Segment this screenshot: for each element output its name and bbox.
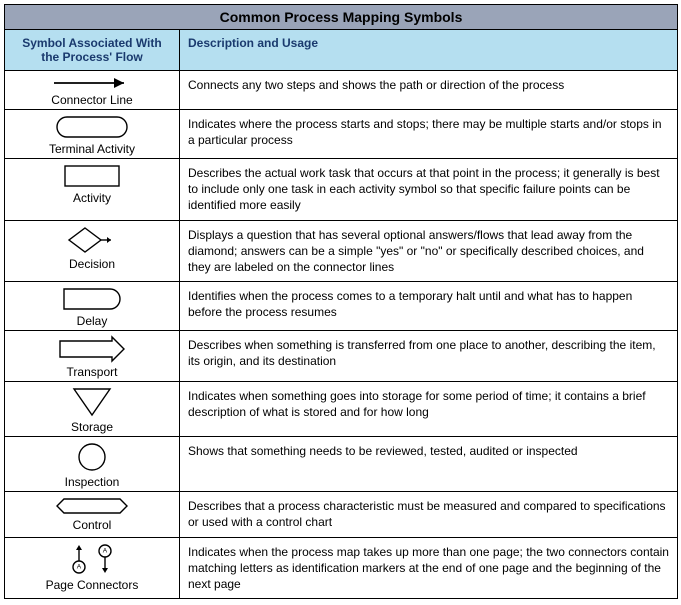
delay-icon bbox=[61, 286, 123, 312]
symbol-label: Inspection bbox=[65, 475, 120, 489]
symbol-label: Terminal Activity bbox=[49, 142, 135, 156]
arrow-line-icon bbox=[50, 75, 134, 91]
col-header-symbol: Symbol Associated With the Process' Flow bbox=[5, 30, 180, 71]
desc-cell: Connects any two steps and shows the pat… bbox=[180, 71, 678, 110]
symbol-wrap: Inspection bbox=[9, 441, 175, 489]
table-row: Delay Identifies when the process comes … bbox=[5, 282, 678, 331]
table-row: Activity Describes the actual work task … bbox=[5, 159, 678, 221]
table-row: A A Page Connectors Indicates when the p… bbox=[5, 537, 678, 599]
table-row: Control Describes that a process charact… bbox=[5, 492, 678, 537]
symbol-wrap: Storage bbox=[9, 386, 175, 434]
symbol-cell: A A Page Connectors bbox=[5, 537, 180, 599]
desc-cell: Indicates when something goes into stora… bbox=[180, 382, 678, 437]
symbols-table: Common Process Mapping Symbols Symbol As… bbox=[4, 4, 678, 599]
symbol-cell: Decision bbox=[5, 220, 180, 282]
desc-cell: Identifies when the process comes to a t… bbox=[180, 282, 678, 331]
storage-icon bbox=[71, 386, 113, 418]
symbol-wrap: Decision bbox=[9, 225, 175, 271]
symbol-cell: Terminal Activity bbox=[5, 110, 180, 159]
table-row: Transport Describes when something is tr… bbox=[5, 331, 678, 382]
symbol-cell: Delay bbox=[5, 282, 180, 331]
inspection-icon bbox=[76, 441, 108, 473]
decision-icon bbox=[66, 225, 118, 255]
symbol-wrap: Transport bbox=[9, 335, 175, 379]
symbol-wrap: Terminal Activity bbox=[9, 114, 175, 156]
desc-cell: Shows that something needs to be reviewe… bbox=[180, 437, 678, 492]
symbol-cell: Control bbox=[5, 492, 180, 537]
symbol-label: Connector Line bbox=[51, 93, 132, 107]
table-row: Terminal Activity Indicates where the pr… bbox=[5, 110, 678, 159]
terminal-icon bbox=[54, 114, 130, 140]
symbol-cell: Activity bbox=[5, 159, 180, 221]
table-row: Decision Displays a question that has se… bbox=[5, 220, 678, 282]
table-row: Inspection Shows that something needs to… bbox=[5, 437, 678, 492]
symbol-cell: Inspection bbox=[5, 437, 180, 492]
header-row: Symbol Associated With the Process' Flow… bbox=[5, 30, 678, 71]
svg-text:A: A bbox=[77, 563, 82, 570]
desc-cell: Describes that a process characteristic … bbox=[180, 492, 678, 537]
desc-cell: Displays a question that has several opt… bbox=[180, 220, 678, 282]
table-row: Connector Line Connects any two steps an… bbox=[5, 71, 678, 110]
symbol-label: Delay bbox=[77, 314, 108, 328]
col-header-desc: Description and Usage bbox=[180, 30, 678, 71]
page-connectors-icon: A A bbox=[67, 542, 117, 576]
symbol-wrap: Connector Line bbox=[9, 75, 175, 107]
control-icon bbox=[54, 496, 130, 516]
activity-icon bbox=[62, 163, 122, 189]
symbol-label: Storage bbox=[71, 420, 113, 434]
symbol-label: Activity bbox=[73, 191, 111, 205]
transport-icon bbox=[57, 335, 127, 363]
symbol-cell: Connector Line bbox=[5, 71, 180, 110]
symbol-label: Decision bbox=[69, 257, 115, 271]
table-row: Storage Indicates when something goes in… bbox=[5, 382, 678, 437]
desc-cell: Describes the actual work task that occu… bbox=[180, 159, 678, 221]
symbol-cell: Storage bbox=[5, 382, 180, 437]
symbol-label: Page Connectors bbox=[46, 578, 139, 592]
svg-text:A: A bbox=[103, 547, 108, 554]
table-title: Common Process Mapping Symbols bbox=[5, 5, 678, 30]
symbol-wrap: Delay bbox=[9, 286, 175, 328]
desc-cell: Indicates when the process map takes up … bbox=[180, 537, 678, 599]
symbol-wrap: A A Page Connectors bbox=[9, 542, 175, 592]
desc-cell: Describes when something is transferred … bbox=[180, 331, 678, 382]
symbol-wrap: Control bbox=[9, 496, 175, 532]
desc-cell: Indicates where the process starts and s… bbox=[180, 110, 678, 159]
title-row: Common Process Mapping Symbols bbox=[5, 5, 678, 30]
symbol-wrap: Activity bbox=[9, 163, 175, 205]
symbol-label: Control bbox=[73, 518, 112, 532]
symbol-cell: Transport bbox=[5, 331, 180, 382]
symbol-label: Transport bbox=[67, 365, 118, 379]
